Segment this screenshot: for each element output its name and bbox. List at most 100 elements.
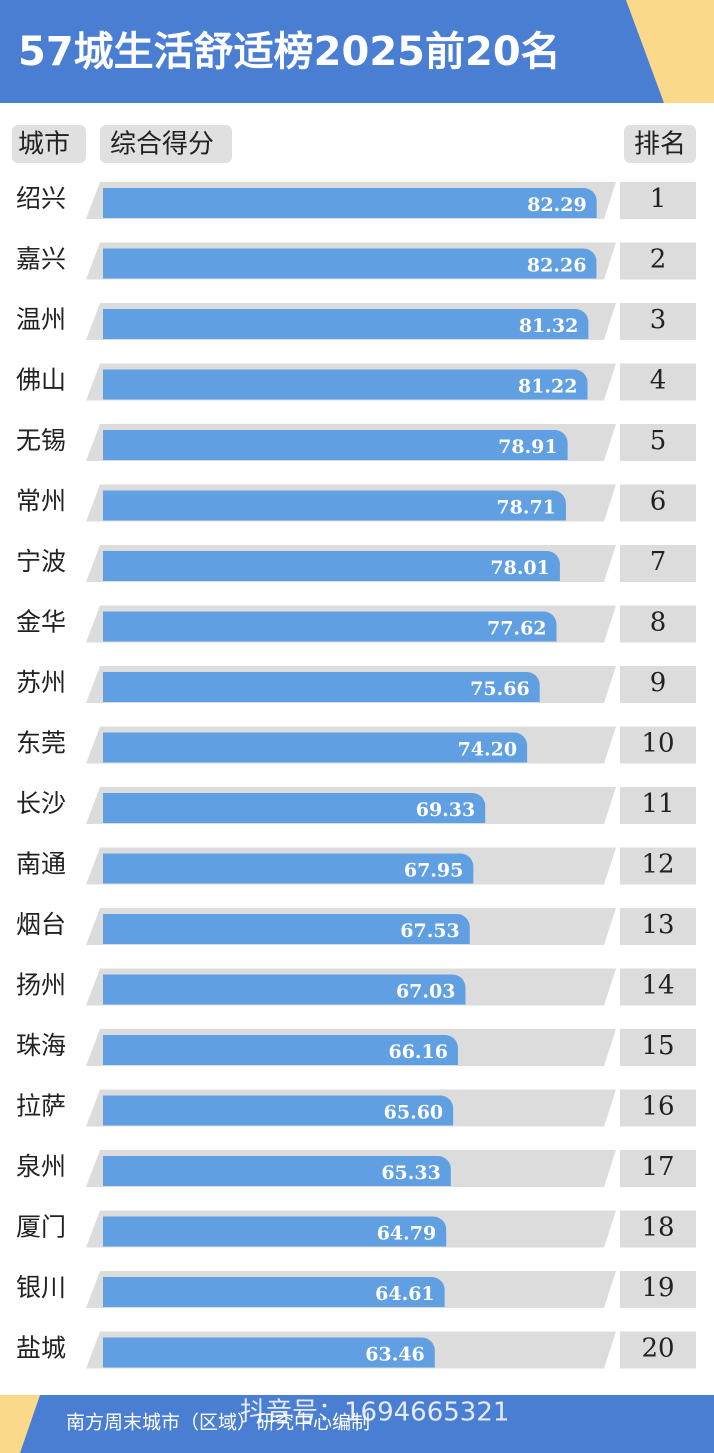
city-label: 苏州 [16,668,66,697]
value-label: 82.29 [527,194,587,216]
city-label: 泉州 [16,1152,66,1181]
bar [103,672,540,702]
header-bg [12,125,86,163]
bar [103,1095,454,1126]
value-label: 66.16 [388,1041,448,1063]
rank-label: 17 [641,1152,674,1182]
city-label: 盐城 [16,1334,66,1363]
rank-label: 2 [650,245,667,275]
rank-label: 4 [650,366,667,396]
bar [103,1156,451,1186]
value-label: 67.53 [400,920,460,942]
city-label: 宁波 [16,547,66,576]
bar [103,1035,458,1065]
city-label: 南通 [16,850,66,879]
city-label: 金华 [16,608,66,637]
bar [103,188,597,218]
rank-bg [620,1029,696,1066]
value-label: 64.61 [375,1283,435,1305]
bar [103,914,470,944]
header-bg [100,125,232,163]
rank-label: 11 [641,789,674,819]
value-label: 65.33 [381,1162,441,1184]
footer-bar [0,1395,714,1453]
rank-bg [620,545,696,582]
value-label: 81.22 [518,376,578,398]
chart-title: 57城生活舒适榜2025前20名 [18,29,561,75]
bar [103,551,560,581]
header-score: 综合得分 [110,130,214,160]
value-label: 77.62 [487,618,547,640]
rank-label: 1 [650,184,667,214]
rank-bg [620,726,696,764]
rank-label: 8 [650,608,667,638]
rank-label: 12 [641,850,674,880]
city-label: 扬州 [16,971,66,1000]
city-label: 嘉兴 [16,245,66,274]
rank-bg [620,847,696,885]
city-label: 佛山 [16,366,66,395]
rank-bg [620,1271,696,1308]
value-label: 69.33 [416,799,476,821]
rank-bg [620,484,696,522]
value-label: 64.79 [377,1223,437,1245]
value-label: 78.71 [496,497,556,519]
bar [103,248,597,279]
value-label: 67.95 [404,860,464,882]
rank-label: 10 [641,729,674,759]
title-bar [0,0,714,103]
rank-bg [620,1150,696,1187]
city-label: 长沙 [16,789,66,818]
rank-bg [620,908,696,945]
rank-label: 16 [641,1092,674,1122]
bar [103,309,589,339]
rank-label: 6 [650,487,667,517]
rank-bg [620,1089,696,1127]
value-label: 65.60 [384,1102,444,1124]
value-label: 78.01 [490,557,550,579]
header-rank: 排名 [634,130,686,160]
bar [103,1216,447,1247]
watermark: 抖音号：1694665321 [240,1398,509,1428]
rank-bg [620,605,696,643]
value-label: 78.91 [498,436,558,458]
value-label: 74.20 [458,739,518,761]
bar [103,369,588,400]
value-label: 75.66 [470,678,530,700]
city-label: 东莞 [16,729,66,758]
bar [103,430,568,460]
city-label: 温州 [16,305,66,334]
city-label: 珠海 [16,1031,66,1060]
footer: 南方周末城市（区域）研究中心编制 [66,1412,370,1434]
rank-bg [620,968,696,1006]
rank-label: 13 [641,910,674,940]
rank-label: 3 [650,305,667,335]
bar [103,793,486,823]
bar [103,732,528,763]
city-label: 银川 [16,1273,66,1302]
value-label: 67.03 [396,981,456,1003]
city-label: 厦门 [16,1213,66,1242]
rank-bg [620,666,696,703]
rank-bg [620,1331,696,1369]
value-label: 81.32 [519,315,579,337]
header-city: 城市 [18,130,70,160]
bar [103,611,557,642]
city-label: 无锡 [16,426,66,455]
rank-bg [620,303,696,340]
city-label: 烟台 [16,910,66,939]
bar [103,1337,435,1368]
value-label: 82.26 [527,255,587,277]
city-label: 常州 [16,487,66,516]
rank-bg [620,182,696,219]
rank-label: 7 [650,547,667,577]
bar [103,853,474,884]
header-bg [624,125,696,163]
rank-bg [620,242,696,280]
bar [103,490,566,521]
rank-label: 5 [650,426,667,456]
rank-label: 19 [641,1273,674,1303]
city-label: 绍兴 [16,184,66,213]
rank-bg [620,363,696,401]
